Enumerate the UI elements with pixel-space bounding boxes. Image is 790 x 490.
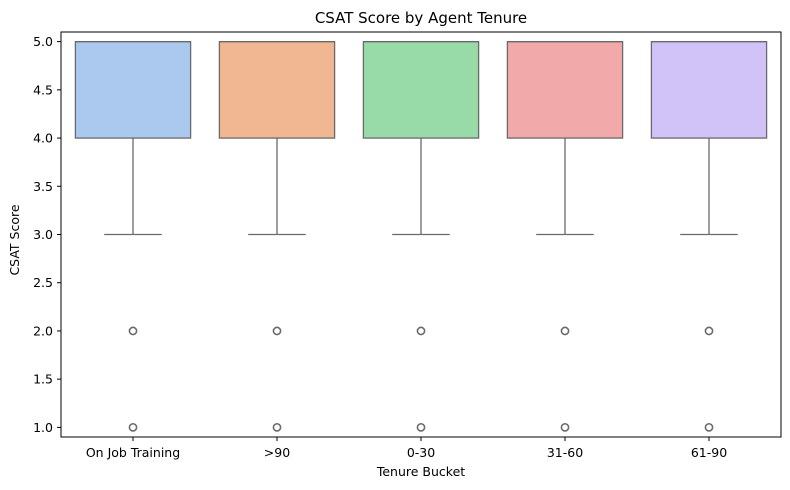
x-tick-label: 31-60 bbox=[547, 445, 583, 460]
y-axis-label: CSAT Score bbox=[7, 204, 22, 275]
box-body bbox=[218, 40, 336, 139]
outlier-point bbox=[704, 326, 714, 336]
outlier-point bbox=[128, 326, 138, 336]
outlier-point bbox=[416, 326, 426, 336]
y-tick-label: 3.0 bbox=[33, 227, 53, 242]
x-tick-label: >90 bbox=[264, 445, 290, 460]
outlier-point bbox=[128, 422, 138, 432]
y-tick-label: 4.5 bbox=[33, 82, 53, 97]
outlier-point bbox=[416, 422, 426, 432]
chart-title: CSAT Score by Agent Tenure bbox=[315, 9, 527, 27]
y-tick-label: 1.0 bbox=[33, 420, 53, 435]
box-body bbox=[362, 40, 480, 139]
plot-frame bbox=[60, 31, 782, 438]
outlier-point bbox=[560, 326, 570, 336]
outlier-point bbox=[560, 422, 570, 432]
x-tick-label: On Job Training bbox=[86, 445, 180, 460]
plot-area: 1.0 1.5 2.0 2.5 3.0 3.5 4.0 4.5 5.0 On Job Traini… bbox=[33, 34, 768, 460]
outlier-point bbox=[272, 422, 282, 432]
y-tick-label: 2.0 bbox=[33, 323, 53, 338]
box-body bbox=[650, 40, 768, 139]
x-tick-label: 61-90 bbox=[691, 445, 727, 460]
y-tick-label: 3.5 bbox=[33, 179, 53, 194]
box-body bbox=[506, 40, 624, 139]
y-tick-label: 4.0 bbox=[33, 131, 53, 146]
box-body bbox=[74, 40, 192, 139]
y-tick-label: 5.0 bbox=[33, 34, 53, 49]
y-tick-label: 1.5 bbox=[33, 372, 53, 387]
outlier-point bbox=[272, 326, 282, 336]
y-tick-label: 2.5 bbox=[33, 275, 53, 290]
x-tick-label: 0-30 bbox=[407, 445, 435, 460]
x-axis-label: Tenure Bucket bbox=[376, 464, 465, 479]
outlier-point bbox=[704, 422, 714, 432]
